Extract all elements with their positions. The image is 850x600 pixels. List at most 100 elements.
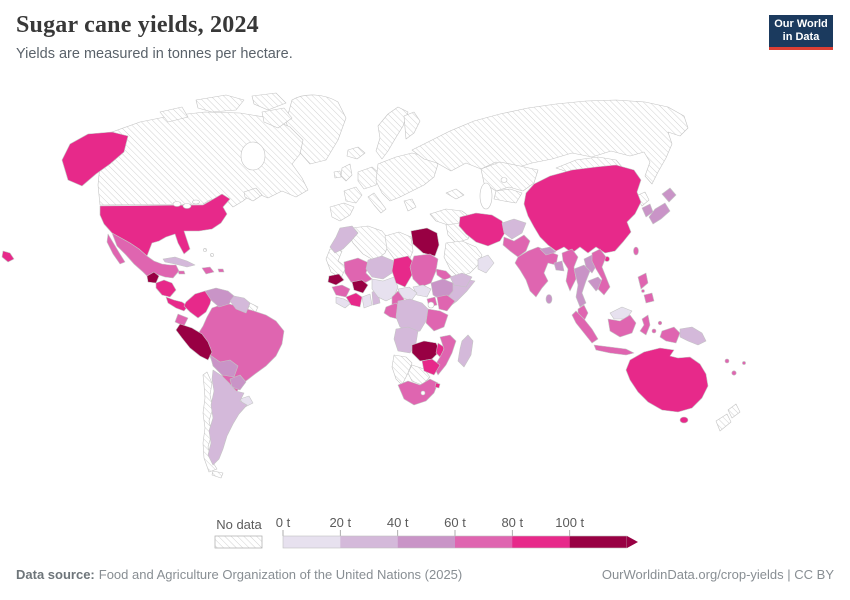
country-nepal[interactable] [539, 246, 557, 256]
country-finland[interactable] [403, 111, 421, 140]
country-indonesia-java[interactable] [593, 344, 635, 356]
country-greece[interactable] [403, 198, 417, 212]
country-indonesia-moluccas[interactable] [651, 328, 657, 334]
country-spain-portugal[interactable] [329, 202, 355, 222]
country-senegal[interactable] [327, 273, 345, 286]
country-afghanistan[interactable] [501, 218, 527, 240]
country-jamaica[interactable] [177, 270, 186, 275]
country-philippines-luzon[interactable] [637, 272, 649, 290]
country-philippines-visayas[interactable] [641, 289, 645, 293]
country-bangladesh[interactable] [553, 260, 565, 272]
country-eastern-europe[interactable] [375, 152, 439, 202]
country-japan-honshu[interactable] [648, 202, 671, 225]
owid-link[interactable]: OurWorldinData.org/crop-yields | CC BY [601, 567, 834, 582]
country-united-kingdom[interactable] [340, 163, 353, 182]
country-costa-rica-panama[interactable] [165, 296, 189, 312]
country-fiji[interactable] [731, 370, 737, 376]
country-ivory-coast[interactable] [345, 292, 363, 308]
country-france[interactable] [343, 186, 363, 204]
country-cuba[interactable] [162, 256, 196, 268]
owid-logo[interactable]: Our World in Data [769, 15, 833, 50]
country-sri-lanka[interactable] [545, 294, 553, 304]
country-new-zealand[interactable] [715, 413, 732, 432]
country-indonesia-sumatra[interactable] [571, 310, 599, 344]
country-canada-newfoundland[interactable] [243, 187, 263, 202]
country-egypt[interactable] [410, 227, 440, 257]
country-libya[interactable] [384, 231, 414, 264]
country-papua-new-guinea[interactable] [679, 326, 707, 346]
country-puerto-rico[interactable] [217, 268, 225, 273]
country-mauritania[interactable] [325, 248, 347, 279]
country-morocco[interactable] [329, 225, 359, 254]
legend-seg-40-60[interactable] [397, 536, 456, 548]
country-honduras-nicaragua[interactable] [155, 279, 177, 298]
country-canada-baffin[interactable] [261, 107, 293, 129]
country-canada[interactable] [97, 111, 309, 208]
country-new-zealand[interactable] [727, 403, 741, 419]
country-russia[interactable] [411, 99, 689, 185]
legend-seg-20-40[interactable] [340, 536, 398, 548]
country-ireland[interactable] [333, 170, 342, 179]
country-scandinavia[interactable] [375, 106, 409, 160]
country-usa-hawaii[interactable] [1, 250, 15, 263]
country-caucasus[interactable] [445, 188, 465, 200]
country-vietnam[interactable] [591, 248, 611, 296]
country-central-europe[interactable] [357, 166, 381, 190]
country-oman-uae[interactable] [477, 254, 495, 274]
country-drc[interactable] [395, 298, 429, 334]
country-tasmania[interactable] [679, 416, 689, 424]
country-madagascar[interactable] [457, 334, 474, 368]
country-burkina-faso[interactable] [351, 279, 369, 294]
country-uzbekistan-turkmenistan[interactable] [493, 188, 523, 204]
country-ghana[interactable] [361, 293, 373, 309]
country-eswatini[interactable] [434, 382, 441, 389]
legend-seg-0-20[interactable] [283, 536, 341, 548]
country-philippines-mindanao[interactable] [643, 292, 655, 304]
country-italy[interactable] [367, 192, 387, 214]
country-tierra-del-fuego[interactable] [211, 470, 224, 479]
country-taiwan[interactable] [633, 246, 639, 256]
legend-seg-100plus[interactable] [569, 536, 627, 548]
country-yemen[interactable] [449, 272, 473, 288]
country-canada-arctic[interactable] [195, 94, 245, 113]
country-namibia[interactable] [391, 354, 413, 386]
legend-seg-80-100[interactable] [512, 536, 570, 548]
country-colombia[interactable] [183, 290, 213, 319]
country-mexico-baja[interactable] [106, 233, 126, 265]
country-hispaniola[interactable] [201, 266, 215, 275]
country-lesotho[interactable] [420, 390, 426, 396]
country-eritrea[interactable] [435, 268, 453, 281]
country-canada-arctic[interactable] [251, 92, 287, 111]
country-bahamas[interactable] [210, 253, 214, 257]
country-iceland[interactable] [346, 146, 366, 160]
country-indonesia-papua[interactable] [659, 326, 681, 344]
country-guatemala[interactable] [146, 271, 160, 284]
country-peru[interactable] [175, 323, 213, 361]
country-vanuatu[interactable] [742, 361, 746, 365]
country-zimbabwe[interactable] [421, 358, 441, 376]
country-tanzania[interactable] [425, 308, 449, 332]
country-myanmar[interactable] [561, 248, 579, 292]
country-kenya[interactable] [436, 294, 456, 312]
country-australia[interactable] [625, 347, 709, 413]
country-indonesia-kalimantan[interactable] [607, 314, 637, 338]
country-malaysia-borneo[interactable] [609, 306, 633, 320]
country-niger[interactable] [365, 255, 395, 280]
country-thailand[interactable] [573, 264, 591, 308]
country-sierra-leone-liberia[interactable] [335, 296, 352, 309]
country-saudi-arabia[interactable] [443, 240, 483, 278]
country-bolivia[interactable] [209, 354, 239, 378]
country-bahamas[interactable] [203, 248, 207, 252]
country-indonesia-sulawesi[interactable] [639, 314, 651, 336]
country-zambia[interactable] [411, 340, 441, 362]
country-guinea[interactable] [331, 284, 351, 298]
country-south-africa[interactable] [397, 378, 439, 406]
country-usa-alaska[interactable] [61, 131, 129, 187]
country-pakistan[interactable] [502, 234, 531, 258]
country-chad[interactable] [391, 255, 415, 288]
country-canada-arctic[interactable] [159, 106, 189, 123]
country-china[interactable] [523, 164, 642, 254]
country-new-caledonia[interactable] [724, 358, 730, 364]
country-iran[interactable] [458, 212, 507, 247]
country-japan-north[interactable] [661, 187, 677, 203]
